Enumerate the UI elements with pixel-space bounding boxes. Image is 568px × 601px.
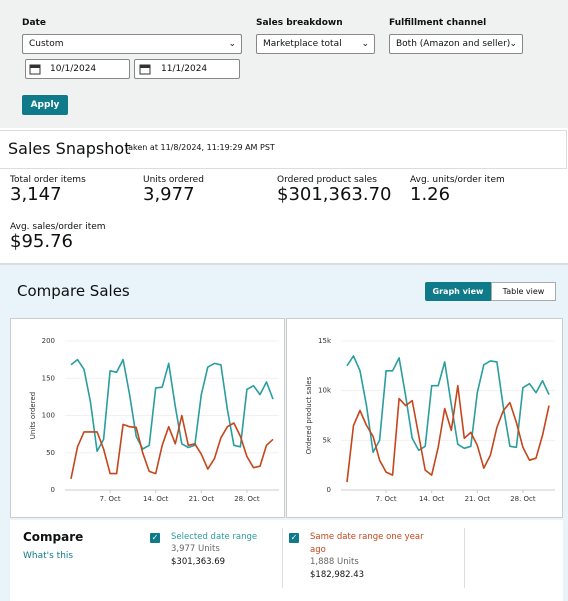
end-date[interactable]: 11/1/2024	[134, 59, 240, 79]
compare-title: Compare Sales	[17, 282, 130, 300]
metric-value: 1.26	[410, 184, 451, 205]
snapshot-title: Sales Snapshot	[8, 139, 131, 158]
metric-label: Ordered product sales	[277, 175, 377, 185]
end-date-value: 11/1/2024	[161, 64, 208, 74]
fulfillment-label: Fulfillment channel	[389, 18, 487, 28]
y-tick-label: 200	[42, 337, 55, 345]
series-line	[346, 384, 550, 483]
graph-view-tab[interactable]: Graph view	[425, 282, 491, 301]
legend-name: Selected date range	[171, 532, 258, 542]
checkbox[interactable]: ✓	[150, 533, 160, 543]
y-tick-label: 100	[42, 412, 55, 420]
series-line	[346, 355, 550, 454]
legend-divider	[464, 528, 465, 588]
calendar-icon	[139, 64, 151, 75]
metric-label: Total order items	[10, 175, 86, 185]
metric-label: Avg. sales/order item	[10, 222, 106, 232]
snapshot-time: taken at 11/8/2024, 11:19:29 AM PST	[125, 143, 275, 152]
snapshot-header	[0, 130, 567, 169]
sales-chart: 0 5k 10k 15k 7. Oct 14. Oct 21. Oct 28. Oct Orde…	[286, 318, 563, 518]
table-view-tab[interactable]: Table view	[491, 282, 556, 301]
x-tick-label: 14. Oct	[419, 495, 445, 503]
legend-sales: $301,363.69	[171, 557, 226, 567]
legend-name: Same date range one year ago	[310, 532, 424, 555]
metric-value: $301,363.70	[277, 184, 392, 205]
y-tick-label: 15k	[318, 337, 332, 345]
legend-units: 1,888 Units	[310, 557, 359, 567]
units-chart: 0 50 100 150 200 7. Oct 14. Oct 21. Oct 28. Oct U…	[10, 318, 285, 518]
whats-this-link[interactable]: What's this	[23, 551, 74, 561]
y-tick-label: 150	[42, 374, 55, 382]
fulfillment-select[interactable]: Both (Amazon and seller) ⌄	[389, 34, 523, 54]
x-tick-label: 28. Oct	[234, 495, 260, 503]
legend-divider	[282, 528, 283, 588]
caret: ⌄	[509, 39, 517, 49]
legend-panel	[10, 520, 563, 601]
caret: ⌄	[228, 39, 236, 49]
breakdown-label: Sales breakdown	[256, 18, 343, 28]
checkbox[interactable]: ✓	[289, 533, 299, 543]
legend-title: Compare	[23, 530, 84, 544]
metric-value: 3,147	[10, 184, 62, 205]
metric-label: Avg. units/order item	[410, 175, 505, 185]
x-tick-label: 7. Oct	[376, 495, 397, 503]
x-tick-label: 21. Oct	[465, 495, 491, 503]
x-tick-label: 7. Oct	[100, 495, 121, 503]
y-axis-label: Units ordered	[29, 392, 37, 439]
y-tick-label: 0	[327, 486, 331, 494]
start-date-value: 10/1/2024	[50, 64, 97, 74]
caret: ⌄	[361, 39, 369, 49]
metric-label: Units ordered	[143, 175, 204, 185]
legend-units: 3,977 Units	[171, 544, 220, 554]
y-axis-label: Ordered product sales	[305, 376, 313, 454]
divider	[0, 263, 568, 265]
y-tick-label: 5k	[322, 436, 331, 444]
date-select[interactable]: Custom ⌄	[22, 34, 242, 54]
x-tick-label: 14. Oct	[143, 495, 169, 503]
metric-value: $95.76	[10, 231, 73, 252]
x-tick-label: 21. Oct	[189, 495, 215, 503]
y-tick-label: 50	[46, 449, 55, 457]
series-line	[70, 414, 274, 479]
breakdown-select[interactable]: Marketplace total ⌄	[256, 34, 375, 54]
x-tick-label: 28. Oct	[510, 495, 536, 503]
start-date[interactable]: 10/1/2024	[25, 59, 130, 79]
apply-button[interactable]: Apply	[22, 95, 68, 115]
y-tick-label: 10k	[318, 387, 332, 395]
calendar-icon	[29, 64, 41, 75]
legend-sales: $182,982.43	[310, 570, 365, 580]
y-tick-label: 0	[51, 486, 55, 494]
series-line	[70, 358, 274, 453]
date-label: Date	[22, 18, 46, 28]
date-value: Custom	[29, 39, 64, 49]
breakdown-value: Marketplace total	[263, 39, 342, 49]
metric-value: 3,977	[143, 184, 195, 205]
fulfillment-value: Both (Amazon and seller)	[396, 39, 511, 49]
